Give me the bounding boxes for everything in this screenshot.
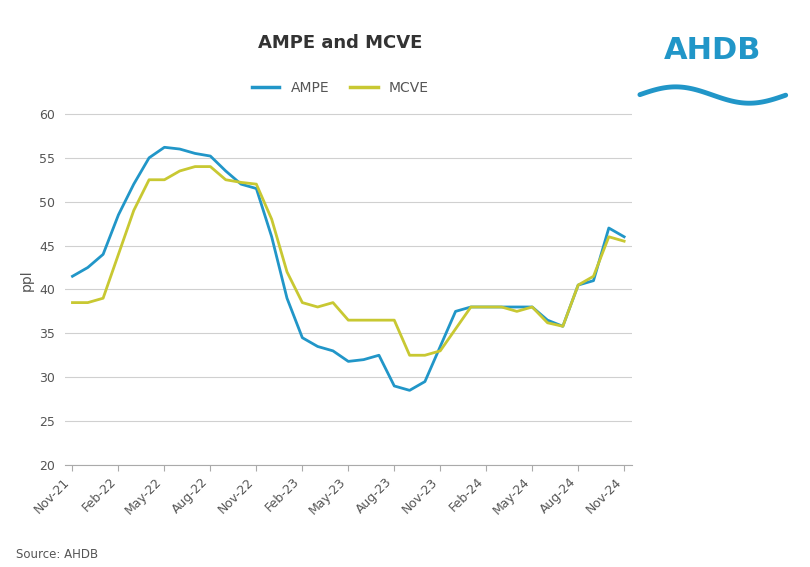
Text: AMPE and MCVE: AMPE and MCVE <box>258 34 422 52</box>
AMPE <box>497 303 506 310</box>
AMPE <box>343 358 353 365</box>
MCVE <box>328 299 338 306</box>
Line: AMPE: AMPE <box>72 147 625 390</box>
MCVE <box>620 238 629 244</box>
MCVE <box>436 348 446 354</box>
Text: AHDB: AHDB <box>664 36 761 65</box>
Y-axis label: ppl: ppl <box>19 270 33 291</box>
MCVE <box>83 299 92 306</box>
MCVE <box>405 352 415 359</box>
AMPE <box>543 317 552 324</box>
MCVE <box>113 251 123 258</box>
AMPE <box>266 234 276 240</box>
AMPE <box>313 343 322 350</box>
AMPE <box>67 273 77 280</box>
MCVE <box>589 273 599 280</box>
MCVE <box>527 303 537 310</box>
AMPE <box>282 295 292 302</box>
AMPE <box>558 323 568 329</box>
AMPE <box>390 383 399 390</box>
AMPE <box>328 348 338 354</box>
AMPE <box>297 335 307 341</box>
MCVE <box>129 207 139 214</box>
AMPE <box>450 308 460 315</box>
AMPE <box>160 144 169 151</box>
AMPE <box>512 303 522 310</box>
AMPE <box>604 225 614 231</box>
AMPE <box>190 150 200 157</box>
MCVE <box>206 163 215 170</box>
MCVE <box>67 299 77 306</box>
MCVE <box>512 308 522 315</box>
MCVE <box>497 303 506 310</box>
AMPE <box>83 264 92 271</box>
AMPE <box>573 282 583 289</box>
MCVE <box>175 168 185 175</box>
AMPE <box>251 185 261 192</box>
AMPE <box>144 154 154 161</box>
AMPE <box>527 303 537 310</box>
Legend: AMPE, MCVE: AMPE, MCVE <box>246 75 434 100</box>
MCVE <box>251 181 261 188</box>
AMPE <box>98 251 108 258</box>
MCVE <box>221 176 231 183</box>
Text: Source: AHDB: Source: AHDB <box>16 548 98 561</box>
AMPE <box>113 211 123 218</box>
MCVE <box>313 303 322 310</box>
AMPE <box>206 153 215 159</box>
MCVE <box>374 317 384 324</box>
AMPE <box>481 303 491 310</box>
MCVE <box>237 179 246 186</box>
MCVE <box>390 317 399 324</box>
MCVE <box>144 176 154 183</box>
Line: MCVE: MCVE <box>72 167 625 356</box>
MCVE <box>98 295 108 302</box>
AMPE <box>175 146 185 153</box>
AMPE <box>466 303 475 310</box>
MCVE <box>266 216 276 223</box>
AMPE <box>221 168 231 175</box>
AMPE <box>589 277 599 284</box>
AMPE <box>359 356 369 363</box>
AMPE <box>129 181 139 188</box>
MCVE <box>558 323 568 329</box>
MCVE <box>481 303 491 310</box>
MCVE <box>282 269 292 276</box>
AMPE <box>374 352 384 359</box>
AMPE <box>420 378 430 385</box>
MCVE <box>573 282 583 289</box>
AMPE <box>237 181 246 188</box>
MCVE <box>420 352 430 359</box>
MCVE <box>604 234 614 240</box>
MCVE <box>450 325 460 332</box>
MCVE <box>343 317 353 324</box>
MCVE <box>190 163 200 170</box>
MCVE <box>160 176 169 183</box>
MCVE <box>543 319 552 326</box>
MCVE <box>359 317 369 324</box>
AMPE <box>405 387 415 393</box>
AMPE <box>436 343 446 350</box>
MCVE <box>466 303 475 310</box>
AMPE <box>620 234 629 240</box>
MCVE <box>297 299 307 306</box>
